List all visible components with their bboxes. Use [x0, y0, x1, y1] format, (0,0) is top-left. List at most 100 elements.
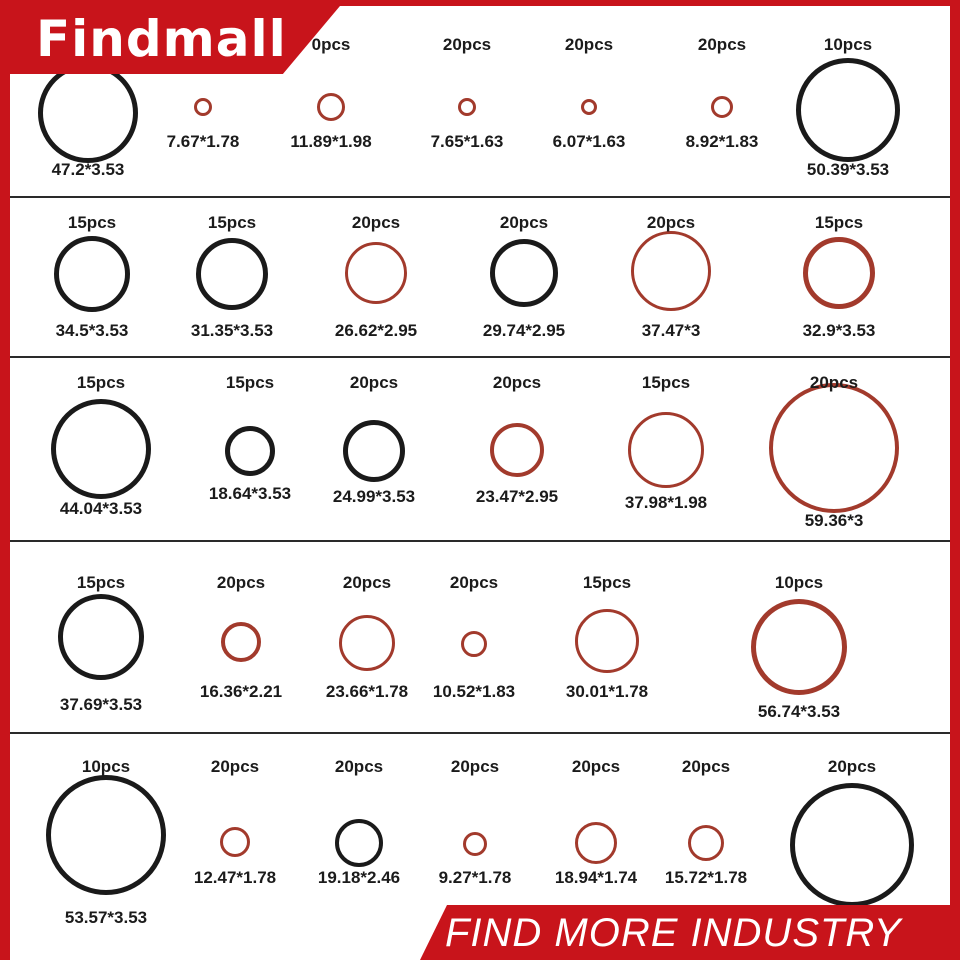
ring-count-label: 15pcs: [814, 213, 864, 232]
ring-size-label: 47.2*3.53: [51, 160, 125, 179]
ring-count-label: 0pcs: [311, 35, 351, 54]
ring-size-label: 53.57*3.53: [64, 908, 148, 927]
ring-count-label: 20pcs: [571, 757, 621, 776]
ring-size-label: 29.74*2.95: [482, 321, 566, 340]
black-o-ring: [54, 236, 130, 312]
ring-size-label: 9.27*1.78: [438, 868, 512, 887]
black-o-ring: [796, 58, 900, 162]
red-o-ring: [221, 622, 261, 662]
black-o-ring: [335, 819, 383, 867]
ring-size-label: 23.66*1.78: [325, 682, 409, 701]
red-o-ring: [631, 231, 711, 311]
red-o-ring: [220, 827, 250, 857]
red-o-ring: [458, 98, 476, 116]
ring-size-label: 26.62*2.95: [334, 321, 418, 340]
ring-count-label: 20pcs: [697, 35, 747, 54]
ring-count-label: 10pcs: [774, 573, 824, 592]
ring-count-label: 15pcs: [67, 213, 117, 232]
brand-logo: Findmall: [36, 10, 287, 68]
frame-top: [0, 0, 960, 6]
ring-count-label: 20pcs: [210, 757, 260, 776]
ring-count-label: 20pcs: [450, 757, 500, 776]
ring-size-label: 44.04*3.53: [59, 499, 143, 518]
ring-size-label: 11.89*1.98: [290, 132, 372, 151]
red-o-ring: [803, 237, 875, 309]
red-o-ring: [194, 98, 212, 116]
ring-size-label: 31.35*3.53: [190, 321, 274, 340]
red-o-ring: [751, 599, 847, 695]
ring-size-label: 24.99*3.53: [332, 487, 416, 506]
ring-count-label: 20pcs: [449, 573, 499, 592]
black-o-ring: [38, 63, 138, 163]
ring-size-label: 30.01*1.78: [565, 682, 649, 701]
ring-size-label: 37.98*1.98: [624, 493, 708, 512]
ring-count-label: 20pcs: [827, 757, 877, 776]
red-o-ring: [339, 615, 395, 671]
ring-size-label: 16.36*2.21: [199, 682, 283, 701]
red-o-ring: [581, 99, 597, 115]
ring-size-label: 6.07*1.63: [552, 132, 626, 151]
ring-size-label: 7.65*1.63: [430, 132, 504, 151]
ring-size-label: 37.69*3.53: [59, 695, 143, 714]
red-o-ring: [575, 822, 617, 864]
ring-count-label: 20pcs: [442, 35, 492, 54]
frame-right: [950, 0, 960, 960]
ring-count-label: 10pcs: [81, 757, 131, 776]
black-o-ring: [58, 594, 144, 680]
black-o-ring: [51, 399, 151, 499]
ring-count-label: 15pcs: [207, 213, 257, 232]
ring-size-label: 18.64*3.53: [208, 484, 292, 503]
ring-count-label: 15pcs: [225, 373, 275, 392]
red-o-ring: [463, 832, 487, 856]
black-o-ring: [225, 426, 275, 476]
red-o-ring: [628, 412, 704, 488]
ring-count-label: 15pcs: [582, 573, 632, 592]
black-o-ring: [490, 239, 558, 307]
black-o-ring: [46, 775, 166, 895]
ring-size-label: 34.5*3.53: [55, 321, 129, 340]
ring-size-label: 59.36*3: [804, 511, 864, 530]
red-o-ring: [769, 383, 899, 513]
row-divider: [10, 540, 950, 542]
ring-count-label: 10pcs: [823, 35, 873, 54]
ring-size-label: 32.9*3.53: [802, 321, 876, 340]
red-o-ring: [317, 93, 345, 121]
ring-count-label: 20pcs: [564, 35, 614, 54]
ring-size-label: 50.39*3.53: [806, 160, 890, 179]
red-o-ring: [711, 96, 733, 118]
brand-banner: [0, 0, 345, 74]
ring-count-label: 15pcs: [76, 373, 126, 392]
ring-count-label: 15pcs: [641, 373, 691, 392]
ring-count-label: 20pcs: [809, 373, 859, 392]
black-o-ring: [790, 783, 914, 907]
ring-size-label: 8.92*1.83: [685, 132, 759, 151]
ring-size-label: 23.47*2.95: [475, 487, 559, 506]
ring-count-label: 15pcs: [76, 573, 126, 592]
red-o-ring: [461, 631, 487, 657]
row-divider: [10, 356, 950, 358]
ring-count-label: 20pcs: [216, 573, 266, 592]
ring-size-label: 37.47*3: [641, 321, 701, 340]
ring-size-label: 56.74*3.53: [757, 702, 841, 721]
ring-count-label: 20pcs: [342, 573, 392, 592]
ring-size-label: 12.47*1.78: [193, 868, 277, 887]
ring-size-label: 18.94*1.74: [554, 868, 638, 887]
ring-size-label: 19.18*2.46: [317, 868, 401, 887]
ring-count-label: 20pcs: [334, 757, 384, 776]
frame-left: [0, 0, 10, 960]
row-divider: [10, 732, 950, 734]
black-o-ring: [343, 420, 405, 482]
ring-count-label: 20pcs: [499, 213, 549, 232]
black-o-ring: [196, 238, 268, 310]
row-divider: [10, 196, 950, 198]
footer-slogan: FIND MORE INDUSTRY: [445, 911, 902, 955]
red-o-ring: [490, 423, 544, 477]
ring-count-label: 20pcs: [351, 213, 401, 232]
ring-count-label: 20pcs: [646, 213, 696, 232]
ring-count-label: 20pcs: [349, 373, 399, 392]
ring-size-label: 15.72*1.78: [664, 868, 748, 887]
ring-size-label: 10.52*1.83: [432, 682, 516, 701]
ring-size-label: 7.67*1.78: [166, 132, 240, 151]
red-o-ring: [575, 609, 639, 673]
